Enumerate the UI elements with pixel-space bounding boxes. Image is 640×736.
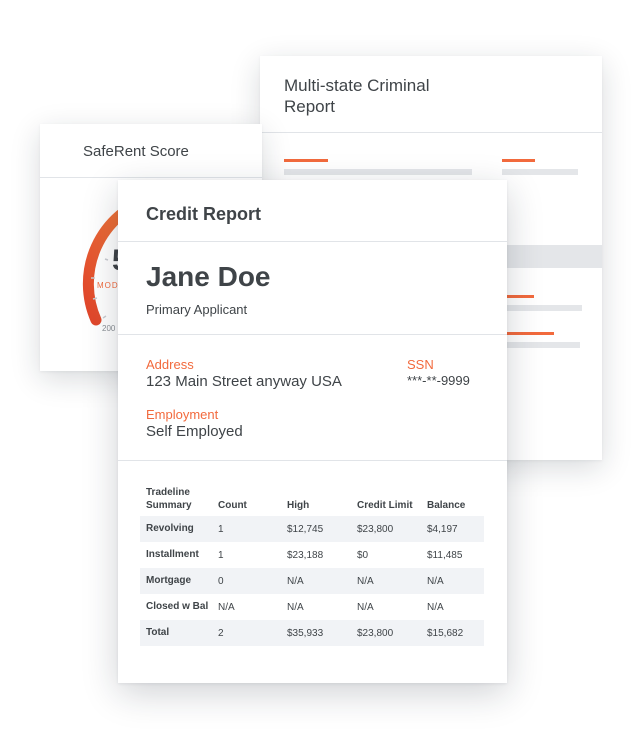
table-cell: N/A <box>421 568 484 594</box>
employment-value: Self Employed <box>146 423 243 440</box>
table-cell: Revolving <box>140 516 212 542</box>
table-cell: Mortgage <box>140 568 212 594</box>
score-band: MOD <box>97 281 119 290</box>
table-cell: $35,933 <box>281 620 351 646</box>
table-cell: Closed w Bal <box>146 601 209 612</box>
table-cell: N/A <box>281 568 351 594</box>
credit-report-card[interactable]: Credit Report Jane Doe Primary Applicant… <box>118 180 507 683</box>
table-cell: $4,197 <box>421 516 484 542</box>
table-row: Closed w Bal N/A N/A N/A N/A <box>140 594 484 620</box>
table-cell: $12,745 <box>281 516 351 542</box>
placeholder-accent-line <box>502 159 535 162</box>
table-cell: Installment <box>146 549 199 560</box>
table-cell: N/A <box>351 568 421 594</box>
gauge-tick <box>102 315 107 319</box>
table-cell: Total <box>140 620 212 646</box>
table-cell: 0 <box>212 568 281 594</box>
applicant-role: Primary Applicant <box>146 302 248 317</box>
gauge-min-label: 200 <box>102 324 116 333</box>
table-cell: N/A <box>427 601 444 613</box>
applicant-details: Address 123 Main Street anyway USA SSN *… <box>118 335 507 461</box>
table-cell: 2 <box>212 620 281 646</box>
placeholder-accent-line <box>506 295 534 298</box>
table-cell: 1 <box>212 516 281 542</box>
table-cell: $23,188 <box>287 549 324 561</box>
column-header: High <box>287 500 310 511</box>
table-row: Installment 1 $23,188 $0 $11,485 <box>140 542 484 568</box>
applicant-block: Jane Doe Primary Applicant <box>118 242 507 335</box>
table-row: Mortgage 0 N/A N/A N/A <box>140 568 484 594</box>
table-row: Total 2 $35,933 $23,800 $15,682 <box>140 620 484 646</box>
table-cell: N/A <box>218 601 235 613</box>
placeholder-text-line <box>284 169 472 175</box>
table-cell: 1 <box>218 549 224 561</box>
table-cell: $23,800 <box>351 516 421 542</box>
employment-label: Employment <box>146 407 219 422</box>
placeholder-accent-line <box>506 332 554 335</box>
credit-report-title: Credit Report <box>118 180 507 242</box>
column-header: Credit Limit <box>357 500 413 511</box>
table-header-row: Tradeline Summary Count High Credit Limi… <box>140 484 484 516</box>
criminal-report-header: Multi-state Criminal Report <box>260 56 602 133</box>
address-value: 123 Main Street anyway USA <box>146 373 342 390</box>
placeholder-accent-line <box>284 159 328 162</box>
saferent-score-title: SafeRent Score <box>40 124 262 178</box>
table-cell: $15,682 <box>421 620 484 646</box>
table-cell: $0 <box>357 549 369 561</box>
criminal-report-title: Multi-state Criminal Report <box>284 76 430 116</box>
tradeline-summary-table: Tradeline Summary Count High Credit Limi… <box>140 484 484 646</box>
placeholder-text-line <box>506 342 580 348</box>
ssn-label: SSN <box>407 357 434 372</box>
table-cell: N/A <box>357 601 374 613</box>
table-cell: $11,485 <box>427 549 463 561</box>
gauge-tick <box>104 258 109 261</box>
gauge-tick <box>92 297 98 300</box>
column-header: Balance <box>427 500 466 511</box>
address-label: Address <box>146 357 194 372</box>
table-cell: N/A <box>287 601 304 613</box>
applicant-name: Jane Doe <box>146 261 271 292</box>
column-header: Tradeline Summary <box>146 487 192 511</box>
placeholder-band <box>506 245 602 268</box>
placeholder-text-line <box>506 305 582 311</box>
table-row: Revolving 1 $12,745 $23,800 $4,197 <box>140 516 484 542</box>
table-cell: $23,800 <box>351 620 421 646</box>
placeholder-text-line <box>502 169 578 175</box>
ssn-value: ***-**-9999 <box>407 373 470 388</box>
column-header: Count <box>218 500 247 511</box>
